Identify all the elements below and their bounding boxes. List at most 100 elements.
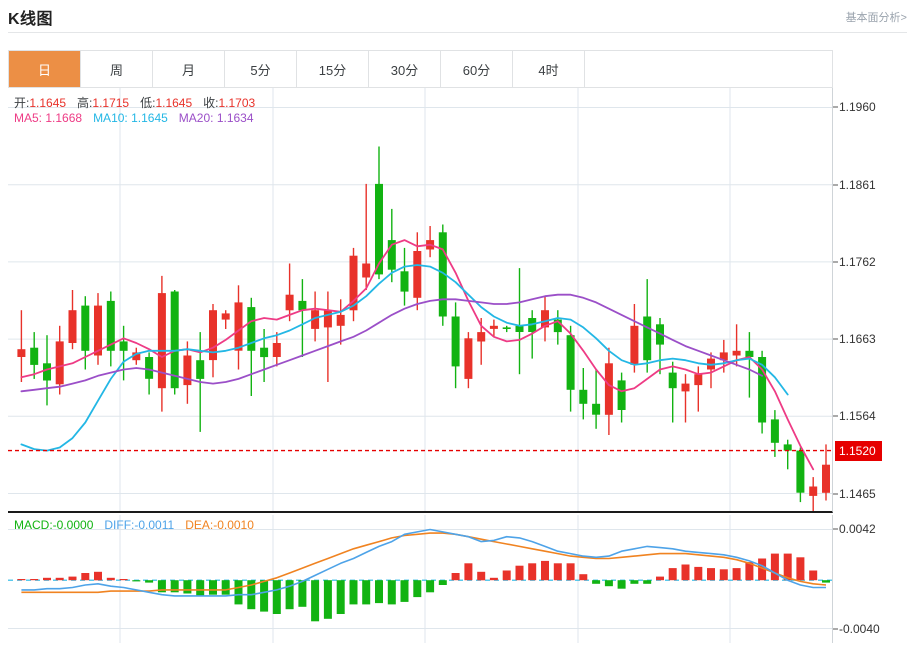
candle-body bbox=[349, 255, 358, 311]
candle-body bbox=[209, 310, 217, 361]
candlestick bbox=[809, 477, 818, 511]
tab-label: 30分 bbox=[390, 62, 419, 78]
candlestick bbox=[783, 439, 792, 470]
candle-body bbox=[783, 444, 792, 451]
candlestick bbox=[617, 372, 626, 423]
macd-histogram-bar bbox=[81, 573, 90, 581]
candlestick bbox=[157, 275, 166, 412]
candlestick bbox=[272, 332, 281, 367]
macd-histogram-bar bbox=[221, 580, 230, 595]
fundamental-analysis-link[interactable]: 基本面分析> bbox=[845, 12, 907, 24]
tab-label: 5分 bbox=[250, 62, 271, 78]
price-axis-label: 1.1762 bbox=[839, 254, 876, 269]
macd-histogram-bar bbox=[106, 577, 115, 581]
macd-histogram-bar bbox=[94, 571, 102, 581]
macd-histogram-bar bbox=[400, 580, 409, 602]
tab-interval-7[interactable]: 4时 bbox=[513, 51, 585, 87]
macd-histogram-bar bbox=[770, 553, 779, 581]
price-axis-label: 1.1564 bbox=[839, 409, 876, 424]
candle-body bbox=[566, 335, 575, 390]
candle-body bbox=[221, 313, 230, 320]
tab-label: 月 bbox=[181, 62, 195, 78]
macd-histogram-bar bbox=[119, 579, 128, 581]
candle-body bbox=[630, 325, 639, 365]
candle-body bbox=[43, 363, 51, 381]
macd-histogram-bar bbox=[719, 569, 728, 581]
tab-interval-6[interactable]: 60分 bbox=[441, 51, 513, 87]
candle-body bbox=[643, 316, 652, 361]
candle-body bbox=[668, 372, 677, 389]
dea-line bbox=[21, 532, 827, 594]
tab-month[interactable]: 月 bbox=[153, 51, 225, 87]
axis-tick bbox=[833, 493, 838, 494]
axis-tick bbox=[833, 628, 838, 629]
candlestick bbox=[170, 290, 179, 395]
page-title: K线图 bbox=[8, 11, 54, 28]
candlestick bbox=[94, 293, 102, 365]
macd-histogram-bar bbox=[145, 580, 154, 583]
macd-histogram-bar bbox=[196, 580, 205, 596]
candlestick bbox=[515, 268, 524, 375]
candle-body bbox=[285, 294, 294, 311]
candlestick bbox=[145, 352, 154, 395]
macd-histogram-bar bbox=[822, 580, 830, 583]
macd-histogram-bar bbox=[681, 564, 690, 581]
candlestick bbox=[553, 310, 562, 345]
macd-histogram-bar bbox=[183, 580, 192, 594]
candle-body bbox=[694, 374, 703, 386]
axis-tick bbox=[833, 184, 838, 186]
macd-histogram-bar bbox=[426, 580, 435, 593]
candlestick bbox=[541, 296, 549, 342]
tab-label: 4时 bbox=[538, 62, 559, 78]
candle-body bbox=[298, 300, 307, 311]
candlestick bbox=[464, 332, 473, 389]
macd-histogram-bar bbox=[157, 580, 166, 593]
macd-histogram-bar bbox=[17, 579, 26, 581]
candle-body bbox=[515, 325, 524, 332]
candlestick bbox=[119, 325, 128, 381]
candle-body bbox=[234, 302, 243, 351]
candlestick bbox=[579, 368, 588, 420]
candle-body bbox=[796, 450, 805, 493]
candle-body bbox=[604, 363, 613, 415]
axis-tick bbox=[833, 261, 838, 263]
candle-body bbox=[822, 464, 830, 493]
tab-week[interactable]: 周 bbox=[81, 51, 153, 87]
candle-body bbox=[745, 350, 754, 357]
macd-histogram-bar bbox=[809, 570, 818, 581]
candle-body bbox=[183, 355, 192, 386]
macd-histogram-bar bbox=[68, 576, 77, 581]
macd-histogram-bar bbox=[745, 562, 754, 581]
candlestick bbox=[643, 279, 652, 373]
tab-interval-4[interactable]: 15分 bbox=[297, 51, 369, 87]
candlestick bbox=[489, 319, 498, 337]
candle-body bbox=[477, 332, 486, 342]
macd-histogram-bar bbox=[170, 580, 179, 593]
macd-histogram-bar bbox=[311, 580, 320, 622]
candlestick bbox=[438, 224, 447, 326]
tab-day[interactable]: 日 bbox=[9, 51, 81, 87]
macd-histogram-bar bbox=[375, 580, 383, 604]
candlestick bbox=[323, 291, 332, 382]
candle-body bbox=[758, 357, 767, 423]
candlestick bbox=[298, 279, 307, 357]
candle-body bbox=[387, 240, 396, 270]
price-chart-panel[interactable] bbox=[8, 88, 833, 513]
diff-line bbox=[21, 528, 826, 597]
candlestick bbox=[592, 369, 601, 429]
ma10-line bbox=[20, 264, 789, 452]
tab-interval-3[interactable]: 5分 bbox=[225, 51, 297, 87]
macd-histogram-bar bbox=[707, 568, 715, 581]
tab-interval-5[interactable]: 30分 bbox=[369, 51, 441, 87]
candlestick bbox=[106, 291, 115, 367]
macd-chart-panel[interactable] bbox=[8, 515, 833, 643]
candle-body bbox=[336, 314, 345, 326]
macd-histogram-bar bbox=[515, 565, 524, 581]
candle-body bbox=[617, 380, 626, 410]
candlestick bbox=[285, 263, 294, 322]
candle-body bbox=[400, 271, 409, 292]
macd-histogram-bar bbox=[489, 577, 498, 581]
macd-histogram-bar bbox=[656, 576, 664, 581]
candlestick bbox=[400, 247, 409, 306]
